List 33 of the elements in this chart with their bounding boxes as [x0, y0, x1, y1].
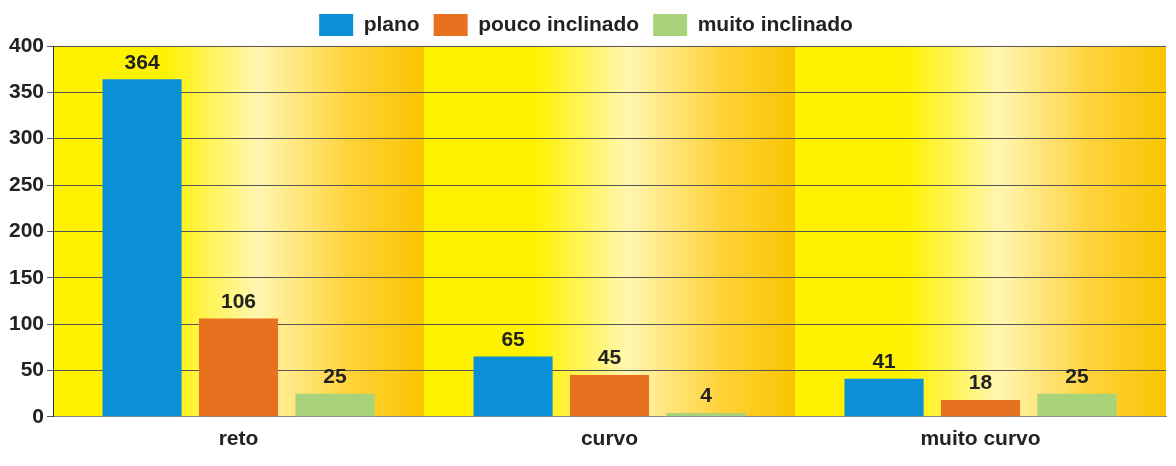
bar: [102, 79, 182, 417]
bar: [1037, 393, 1117, 417]
data-label: 41: [872, 349, 897, 373]
data-label: 65: [501, 326, 526, 350]
legend-label: pouco inclinado: [478, 11, 640, 35]
data-label: 45: [597, 345, 622, 369]
bar: [295, 393, 375, 417]
y-tick-label: 350: [8, 79, 45, 103]
y-tick-label: 0: [32, 403, 45, 427]
bar: [473, 356, 553, 417]
data-label: 4: [700, 383, 713, 407]
y-tick-label: 400: [8, 32, 45, 56]
bar: [198, 318, 279, 417]
y-tick-label: 150: [8, 264, 45, 288]
y-tick-label: 250: [8, 171, 45, 195]
bar: [569, 375, 650, 417]
bar: [940, 400, 1021, 417]
bar: [844, 378, 924, 417]
data-label: 364: [124, 49, 160, 73]
legend-label: plano: [363, 11, 420, 35]
legend-label: muito inclinado: [697, 11, 853, 35]
x-tick-label: curvo: [580, 426, 639, 450]
y-tick-label: 50: [20, 357, 45, 381]
bar: [666, 413, 746, 417]
data-label: 18: [968, 370, 993, 394]
y-tick-label: 300: [8, 125, 45, 149]
data-label: 25: [323, 363, 347, 387]
data-label: 106: [221, 288, 257, 312]
x-tick-label: reto: [218, 426, 259, 450]
data-label: 25: [1065, 363, 1089, 387]
y-tick-label: 200: [8, 218, 45, 242]
y-tick-label: 100: [8, 310, 45, 334]
x-tick-label: muito curvo: [920, 426, 1041, 450]
